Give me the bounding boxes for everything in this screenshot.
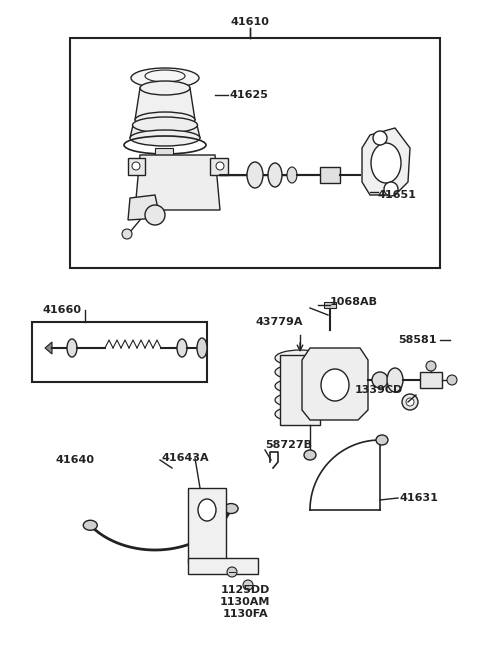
Ellipse shape	[243, 580, 253, 590]
Ellipse shape	[304, 450, 316, 460]
Ellipse shape	[275, 364, 325, 380]
Circle shape	[426, 361, 436, 371]
Text: 58581: 58581	[398, 335, 436, 345]
Bar	[320, 167, 340, 183]
Ellipse shape	[227, 567, 237, 577]
Ellipse shape	[268, 163, 282, 187]
Circle shape	[402, 394, 418, 410]
Polygon shape	[135, 88, 195, 120]
Ellipse shape	[371, 143, 401, 183]
Text: 1130AM: 1130AM	[220, 597, 270, 607]
Ellipse shape	[130, 130, 200, 146]
Text: 41640: 41640	[56, 455, 95, 465]
Circle shape	[406, 398, 414, 406]
Ellipse shape	[275, 378, 325, 394]
Ellipse shape	[275, 392, 325, 408]
Text: 1068AB: 1068AB	[330, 297, 378, 307]
Ellipse shape	[275, 406, 325, 422]
Text: 41643A: 41643A	[161, 453, 209, 463]
Ellipse shape	[177, 339, 187, 357]
Ellipse shape	[197, 338, 207, 358]
Text: 41610: 41610	[230, 17, 269, 27]
Circle shape	[372, 372, 388, 388]
Polygon shape	[135, 155, 220, 210]
Ellipse shape	[247, 162, 263, 188]
Bar	[280, 355, 320, 425]
Polygon shape	[128, 195, 160, 220]
Circle shape	[384, 182, 398, 196]
Circle shape	[216, 162, 224, 170]
Text: 58727B: 58727B	[265, 440, 312, 450]
Text: 43779A: 43779A	[255, 317, 302, 327]
Text: 1125DD: 1125DD	[220, 585, 270, 595]
Polygon shape	[128, 158, 145, 175]
Ellipse shape	[83, 520, 97, 531]
Text: 41631: 41631	[400, 493, 439, 503]
Ellipse shape	[275, 350, 325, 366]
Text: 41625: 41625	[230, 90, 269, 100]
Ellipse shape	[224, 504, 238, 514]
Ellipse shape	[198, 499, 216, 521]
Bar	[70, 38, 440, 268]
Circle shape	[145, 205, 165, 225]
Circle shape	[122, 229, 132, 239]
Polygon shape	[210, 158, 228, 175]
Ellipse shape	[140, 81, 190, 95]
Circle shape	[373, 131, 387, 145]
Ellipse shape	[387, 368, 403, 392]
Bar	[155, 148, 173, 156]
Text: 41651: 41651	[378, 190, 417, 200]
Ellipse shape	[132, 117, 197, 133]
Bar	[324, 302, 336, 308]
Ellipse shape	[287, 167, 297, 183]
Polygon shape	[45, 342, 52, 354]
Circle shape	[132, 162, 140, 170]
Polygon shape	[362, 128, 410, 195]
Bar	[420, 372, 442, 388]
Ellipse shape	[131, 68, 199, 88]
Bar	[188, 558, 258, 574]
Ellipse shape	[67, 339, 77, 357]
Circle shape	[447, 375, 457, 385]
Bar	[188, 488, 226, 563]
Ellipse shape	[321, 369, 349, 401]
Ellipse shape	[135, 112, 195, 128]
Ellipse shape	[376, 435, 388, 445]
Text: 41660: 41660	[43, 305, 82, 315]
Text: 1130FA: 1130FA	[222, 609, 268, 619]
Text: 1339CD: 1339CD	[355, 385, 403, 395]
Bar	[32, 322, 207, 382]
Polygon shape	[130, 125, 200, 138]
Polygon shape	[302, 348, 368, 420]
